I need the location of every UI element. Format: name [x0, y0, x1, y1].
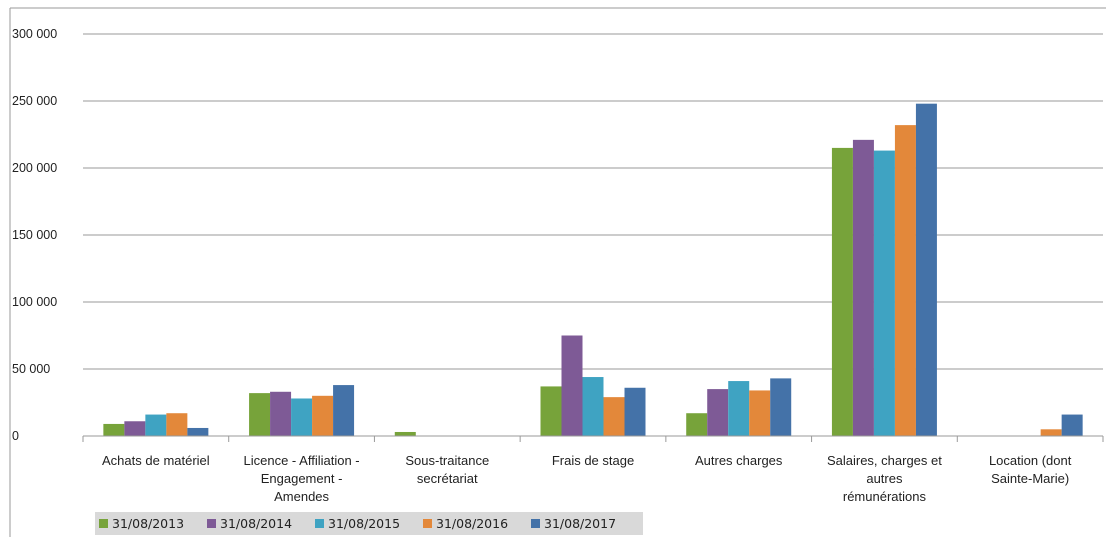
y-tick-label: 50 000 — [12, 362, 50, 376]
legend-swatch — [423, 519, 432, 528]
bar — [1040, 429, 1062, 436]
y-tick-label: 200 000 — [12, 161, 57, 175]
legend-label: 31/08/2016 — [436, 516, 508, 531]
y-axis-tick-labels: 0 50 000 100 000 150 000 200 000 250 000 300 0… — [12, 27, 57, 443]
bar — [166, 413, 188, 436]
y-tick-label: 300 000 — [12, 27, 57, 41]
bar — [770, 378, 792, 436]
y-tick-label: 0 — [12, 429, 19, 443]
x-category-label: Engagement - — [261, 471, 343, 486]
bar — [624, 387, 646, 436]
bar — [728, 381, 750, 436]
y-tick-label: 250 000 — [12, 94, 57, 108]
y-tick-label: 100 000 — [12, 295, 57, 309]
bar — [145, 414, 167, 436]
bar — [561, 335, 583, 436]
bar — [124, 421, 146, 436]
bar — [686, 413, 708, 436]
bar — [249, 393, 271, 436]
bar — [873, 150, 895, 436]
bar — [603, 397, 625, 436]
bar — [540, 386, 562, 436]
x-axis — [82, 435, 1104, 442]
bar — [1061, 414, 1083, 436]
x-category-label: Sainte-Marie) — [991, 471, 1069, 486]
x-category-label: Salaires, charges et — [827, 453, 942, 468]
x-category-label: Location (dont — [989, 453, 1072, 468]
bar — [333, 385, 355, 436]
bar — [394, 431, 416, 436]
legend-box — [95, 512, 643, 535]
bar — [270, 391, 292, 436]
legend-label: 31/08/2017 — [544, 516, 616, 531]
legend-label: 31/08/2013 — [112, 516, 184, 531]
legend-label: 31/08/2014 — [220, 516, 292, 531]
x-category-label: Licence - Affiliation - — [244, 453, 360, 468]
x-category-label: Frais de stage — [552, 453, 634, 468]
legend-swatch — [531, 519, 540, 528]
legend-swatch — [315, 519, 324, 528]
bar — [103, 423, 125, 436]
legend-swatch — [99, 519, 108, 528]
bar — [852, 139, 874, 437]
legend-swatch — [207, 519, 216, 528]
legend-label: 31/08/2015 — [328, 516, 400, 531]
bar — [894, 125, 916, 437]
x-category-label: Achats de matériel — [102, 453, 210, 468]
bar — [831, 147, 853, 436]
bar — [707, 389, 729, 436]
x-category-label: rémunérations — [843, 489, 927, 504]
x-category-label: Autres charges — [695, 453, 783, 468]
bar — [291, 398, 313, 436]
bars — [103, 103, 1083, 437]
x-category-label: Amendes — [274, 489, 329, 504]
x-category-label: autres — [866, 471, 903, 486]
bar — [187, 427, 209, 436]
x-category-label: Sous-traitance — [405, 453, 489, 468]
legend: 31/08/2013 31/08/2014 31/08/2015 31/08/2016… — [95, 512, 643, 535]
bar — [915, 103, 937, 437]
bar — [749, 390, 771, 436]
bar — [582, 377, 604, 436]
x-axis-category-labels: Achats de matériel Licence - Affiliation … — [102, 453, 1072, 504]
x-category-label: secrétariat — [417, 471, 478, 486]
y-tick-label: 150 000 — [12, 228, 57, 242]
bar — [312, 395, 334, 436]
